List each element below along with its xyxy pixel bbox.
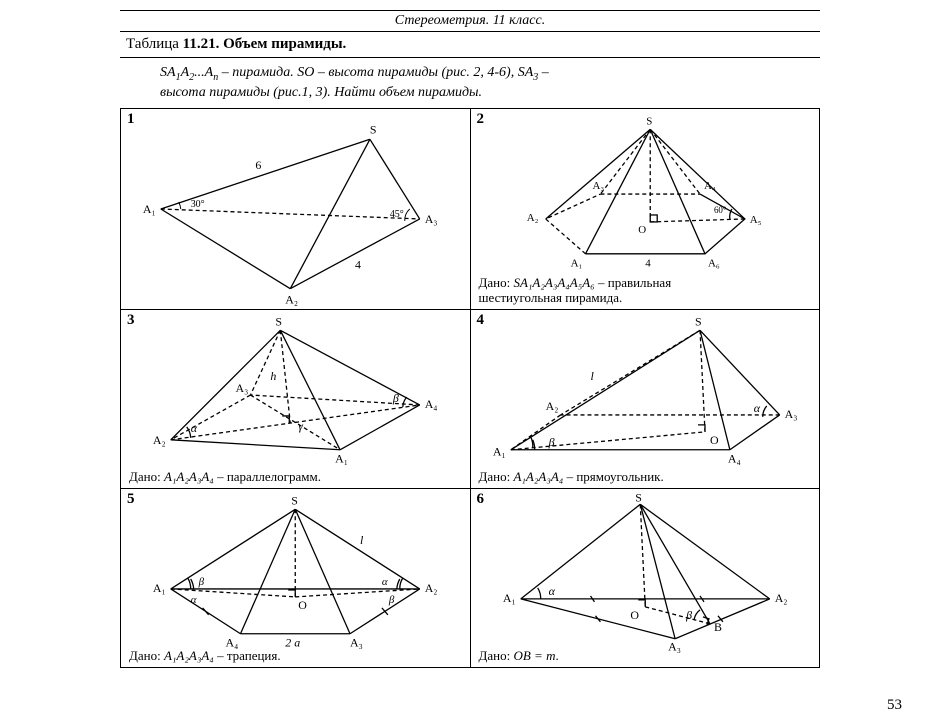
given-5: Дано: A₁A₂A₃A₄ – трапеция. bbox=[129, 649, 281, 663]
svg-text:α: α bbox=[191, 421, 198, 435]
header-subject: Стереометрия. 11 класс. bbox=[120, 11, 820, 32]
svg-text:30°: 30° bbox=[191, 199, 205, 210]
given-2: Дано: SA₁A₂A₃A₄A₅A₆ – правильная шестиуг… bbox=[479, 276, 672, 305]
svg-text:A₁: A₁ bbox=[570, 258, 582, 270]
svg-text:A₂: A₂ bbox=[153, 433, 166, 447]
given-6: Дано: OB = m. bbox=[479, 649, 559, 663]
svg-text:A₅: A₅ bbox=[749, 214, 761, 226]
problems-grid: 1 S A₁ bbox=[120, 108, 820, 668]
figure-1: S A₁ A₂ A₃ 6 4 30° 45° bbox=[121, 109, 470, 309]
svg-text:A₂: A₂ bbox=[545, 399, 558, 413]
cell-1: 1 S A₁ bbox=[121, 109, 470, 309]
svg-text:A₁: A₁ bbox=[335, 452, 348, 466]
table-number: 11.21. bbox=[183, 36, 220, 52]
svg-text:4: 4 bbox=[355, 258, 361, 272]
svg-text:O: O bbox=[638, 224, 646, 236]
svg-text:α: α bbox=[753, 401, 760, 415]
svg-text:γ: γ bbox=[298, 419, 303, 433]
svg-text:A₃: A₃ bbox=[668, 640, 681, 654]
svg-text:α: α bbox=[191, 594, 197, 606]
cell-3: 3 bbox=[121, 310, 470, 488]
svg-text:β: β bbox=[685, 608, 692, 622]
svg-text:A₄: A₄ bbox=[703, 180, 715, 192]
page-number: 53 bbox=[887, 697, 902, 714]
cell-5: 5 bbox=[121, 489, 470, 667]
svg-text:S: S bbox=[291, 493, 298, 507]
figure-4: S A₁ A₂ A₃ A₄ O l α β bbox=[471, 310, 820, 488]
svg-text:β: β bbox=[547, 435, 554, 449]
svg-text:A₃: A₃ bbox=[592, 180, 604, 192]
svg-text:h: h bbox=[270, 369, 276, 383]
svg-text:β: β bbox=[388, 594, 395, 606]
svg-text:A₁: A₁ bbox=[502, 591, 515, 605]
svg-text:A₃: A₃ bbox=[784, 407, 797, 421]
page-content: Стереометрия. 11 класс. Таблица 11.21. О… bbox=[120, 10, 820, 668]
svg-text:60°: 60° bbox=[713, 205, 726, 215]
figure-5: S A₁ A₂ A₃ A₄ O l 2 a α β β α bbox=[121, 489, 470, 667]
cell-4: 4 bbox=[471, 310, 820, 488]
svg-text:O: O bbox=[630, 608, 639, 622]
svg-text:S: S bbox=[646, 115, 652, 127]
svg-text:S: S bbox=[275, 314, 282, 328]
given-4: Дано: A₁A₂A₃A₄ – прямоугольник. bbox=[479, 470, 664, 484]
svg-text:4: 4 bbox=[645, 258, 651, 270]
svg-text:45°: 45° bbox=[390, 209, 404, 220]
svg-text:A₁: A₁ bbox=[153, 581, 166, 595]
svg-text:l: l bbox=[360, 533, 364, 547]
cell-2: 2 bbox=[471, 109, 820, 309]
svg-text:A₆: A₆ bbox=[707, 258, 719, 270]
svg-text:O: O bbox=[298, 598, 307, 612]
svg-text:O: O bbox=[709, 433, 718, 447]
svg-text:A₂: A₂ bbox=[526, 212, 538, 224]
svg-text:S: S bbox=[695, 314, 702, 328]
figure-3: S A₁ A₂ A₃ A₄ h α β γ bbox=[121, 310, 470, 488]
svg-text:A₁: A₁ bbox=[143, 202, 156, 216]
svg-text:α: α bbox=[382, 576, 388, 588]
figure-6: S A₁ A₂ A₃ O B α β bbox=[471, 489, 820, 667]
svg-text:β: β bbox=[198, 576, 205, 588]
svg-text:A₃: A₃ bbox=[236, 381, 249, 395]
svg-text:β: β bbox=[392, 391, 399, 405]
svg-text:B: B bbox=[713, 620, 721, 634]
svg-text:A₂: A₂ bbox=[425, 581, 438, 595]
svg-text:A₂: A₂ bbox=[285, 293, 298, 307]
table-label: Таблица bbox=[126, 36, 179, 52]
problem-statement: SA1A2...An – пирамида. SO – высота пирам… bbox=[120, 58, 820, 108]
svg-text:S: S bbox=[370, 122, 377, 136]
given-3: Дано: A₁A₂A₃A₄ – параллелограмм. bbox=[129, 470, 321, 484]
svg-text:l: l bbox=[590, 369, 594, 383]
svg-text:A₁: A₁ bbox=[492, 445, 505, 459]
svg-text:S: S bbox=[635, 490, 642, 504]
svg-text:A₃: A₃ bbox=[425, 212, 438, 226]
svg-text:6: 6 bbox=[255, 158, 261, 172]
svg-text:A₂: A₂ bbox=[774, 591, 787, 605]
svg-text:2 a: 2 a bbox=[285, 636, 300, 650]
table-name: Объем пирамиды. bbox=[223, 36, 346, 52]
table-title: Таблица 11.21. Объем пирамиды. bbox=[120, 32, 820, 58]
svg-text:A₄: A₄ bbox=[425, 397, 438, 411]
cell-6: 6 bbox=[471, 489, 820, 667]
svg-text:α: α bbox=[548, 584, 555, 598]
svg-text:A₃: A₃ bbox=[350, 636, 363, 650]
svg-text:A₄: A₄ bbox=[727, 452, 740, 466]
